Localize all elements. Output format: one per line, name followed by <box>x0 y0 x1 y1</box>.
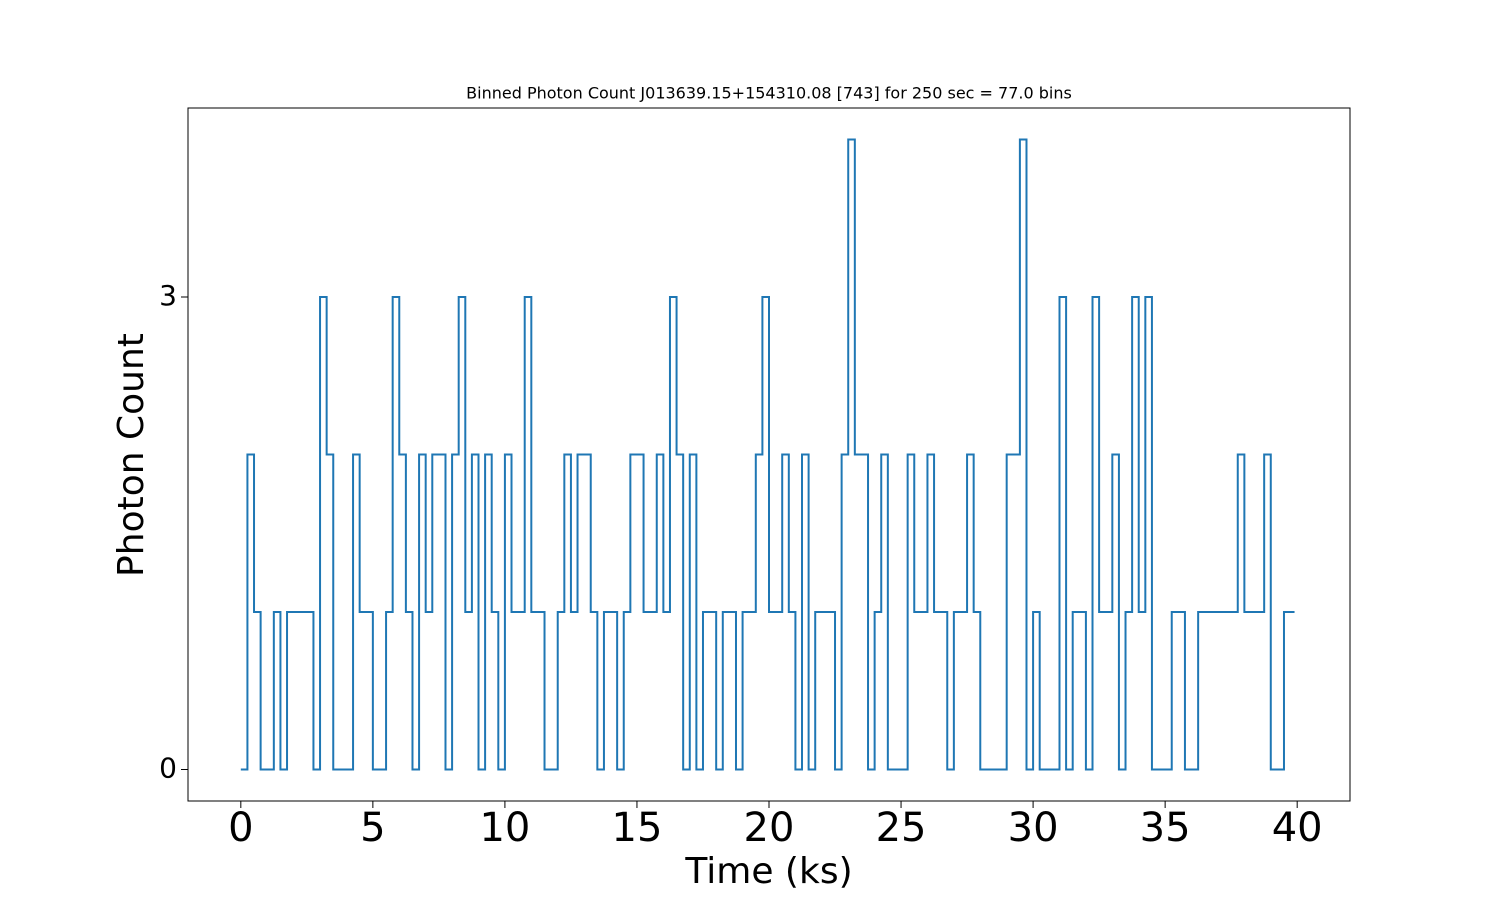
x-axis-label: Time (ks) <box>684 851 852 892</box>
x-tick-label: 0 <box>228 805 253 851</box>
y-axis-label: Photon Count <box>111 333 152 577</box>
chart-title: Binned Photon Count J013639.15+154310.08… <box>466 84 1072 103</box>
x-tick-label: 20 <box>744 805 795 851</box>
x-tick-label: 15 <box>612 805 663 851</box>
y-tick-label: 3 <box>159 279 177 312</box>
x-tick-label: 30 <box>1008 805 1059 851</box>
y-tick-label: 0 <box>159 752 177 785</box>
x-tick-label: 35 <box>1140 805 1191 851</box>
step-line <box>240 138 1295 771</box>
plot-frame <box>187 107 1351 802</box>
x-tick-label: 5 <box>360 805 385 851</box>
x-tick-label: 10 <box>479 805 530 851</box>
x-tick-label: 25 <box>876 805 927 851</box>
x-tick-label: 40 <box>1272 805 1323 851</box>
